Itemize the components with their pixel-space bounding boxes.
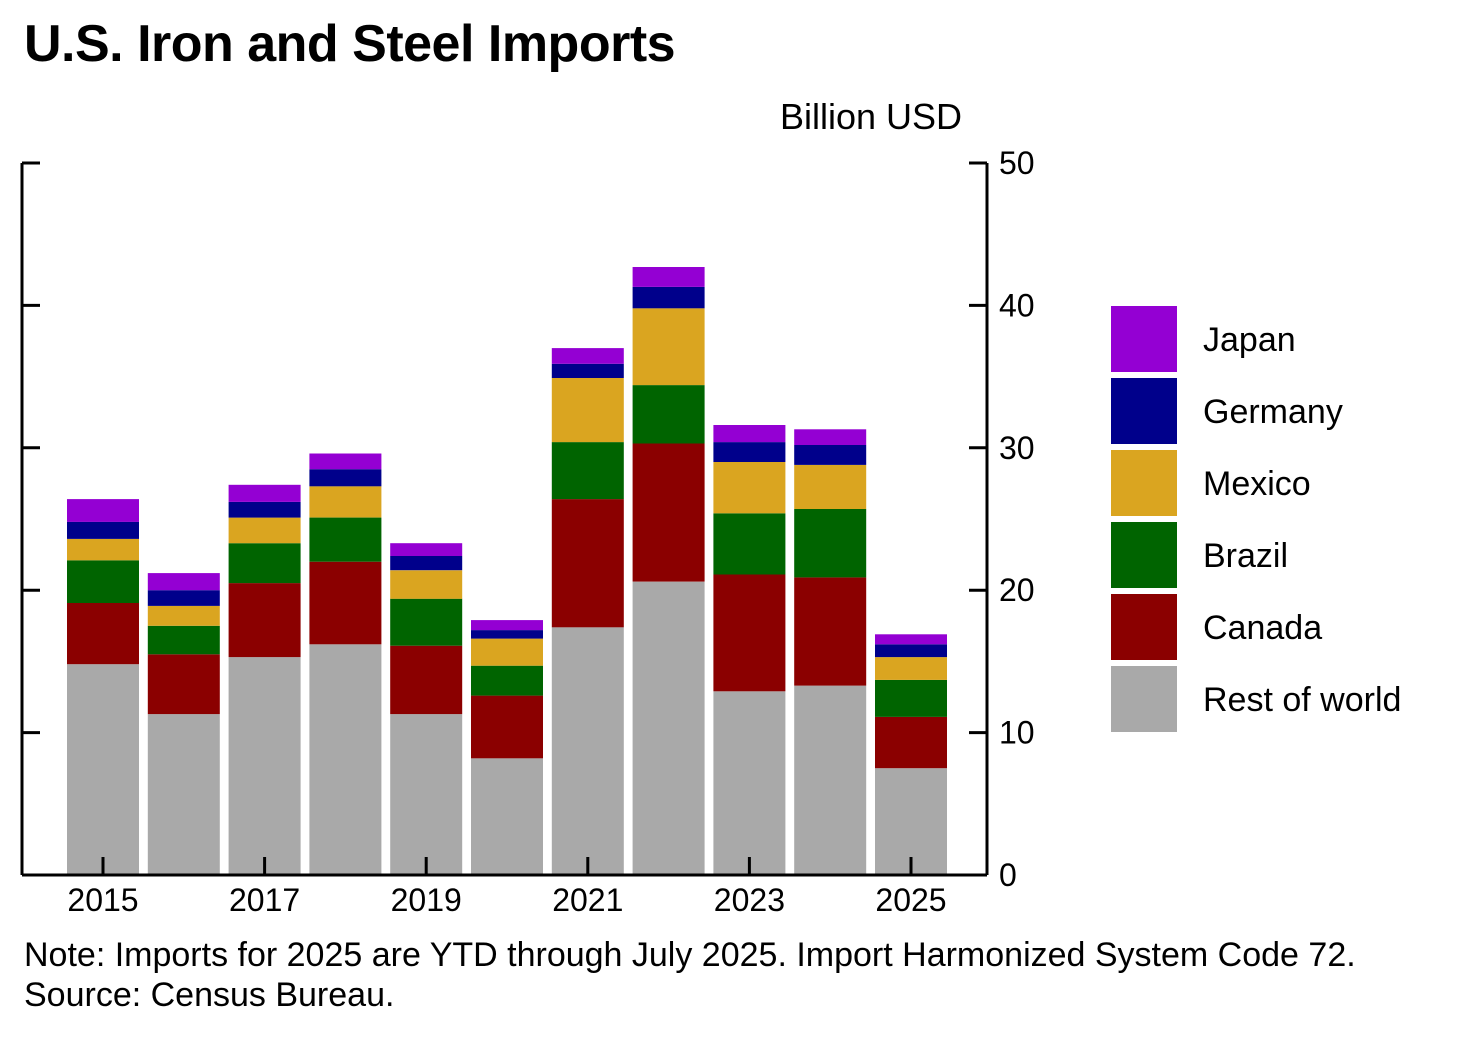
bar-segment-germany-2024	[794, 445, 867, 465]
bar-segment-germany-2017	[228, 501, 301, 518]
legend-swatch-canada	[1111, 594, 1177, 660]
bar-segment-japan-2015	[67, 499, 139, 522]
bar-segment-mexico-2016	[147, 605, 220, 626]
bar-segment-mexico-2022	[632, 308, 705, 386]
bar-segment-rest-of-world-2015	[67, 664, 139, 875]
bar-segment-germany-2021	[551, 363, 624, 378]
bar-segment-mexico-2025	[875, 657, 947, 680]
bar-segment-canada-2015	[67, 603, 139, 665]
bar-segment-brazil-2016	[147, 625, 220, 655]
y-tick-label-30: 30	[999, 430, 1035, 466]
bar-segment-germany-2018	[309, 469, 382, 487]
bar-segment-canada-2017	[228, 583, 301, 658]
legend-swatch-rest-of-world	[1111, 666, 1177, 732]
bar-segment-canada-2023	[713, 574, 786, 692]
bar-segment-brazil-2017	[228, 543, 301, 584]
bar-segment-rest-of-world-2019	[390, 714, 463, 875]
bar-segment-rest-of-world-2021	[551, 627, 624, 875]
bar-segment-mexico-2021	[551, 378, 624, 443]
y-tick-label-50: 50	[999, 145, 1035, 181]
bar-segment-japan-2023	[713, 425, 786, 443]
bar-segment-brazil-2015	[67, 560, 139, 603]
bar-segment-brazil-2021	[551, 442, 624, 500]
bar-segment-rest-of-world-2018	[309, 644, 382, 875]
axes-layer: 0 10 20 30 40 50 2015 2017 2019 2021 2023 2025	[20, 145, 1035, 918]
bar-segment-canada-2018	[309, 561, 382, 645]
legend-label-japan: Japan	[1203, 321, 1296, 359]
bar-segment-rest-of-world-2022	[632, 581, 705, 875]
y-tick-label-0: 0	[999, 857, 1017, 893]
bars-layer	[67, 267, 947, 875]
bar-segment-brazil-2019	[390, 598, 463, 646]
y-tick-label-20: 20	[999, 572, 1035, 608]
x-tick-label-2021: 2021	[552, 882, 623, 918]
bar-segment-mexico-2019	[390, 570, 463, 599]
x-tick-label-2019: 2019	[391, 882, 462, 918]
bar-segment-japan-2021	[551, 348, 624, 364]
legend-swatch-mexico	[1111, 450, 1177, 516]
legend: Japan Germany Mexico Brazil Canada Rest of wo…	[1111, 306, 1401, 732]
legend-swatch-brazil	[1111, 522, 1177, 588]
bar-segment-japan-2019	[390, 543, 463, 556]
bar-segment-canada-2016	[147, 654, 220, 715]
bar-segment-canada-2024	[794, 577, 867, 686]
x-tick-label-2023: 2023	[714, 882, 785, 918]
x-tick-label-2015: 2015	[67, 882, 138, 918]
bar-segment-mexico-2015	[67, 538, 139, 561]
bar-segment-canada-2019	[390, 645, 463, 715]
bar-segment-japan-2020	[471, 620, 543, 631]
bar-segment-germany-2023	[713, 442, 786, 462]
y-axis-unit-label: Billion USD	[780, 96, 963, 137]
bar-segment-canada-2020	[471, 695, 543, 759]
bar-segment-germany-2016	[147, 590, 220, 606]
bar-segment-brazil-2024	[794, 509, 867, 578]
bar-segment-rest-of-world-2016	[147, 714, 220, 875]
bar-segment-rest-of-world-2023	[713, 691, 786, 875]
legend-swatch-germany	[1111, 378, 1177, 444]
bar-segment-rest-of-world-2024	[794, 685, 867, 875]
bar-segment-rest-of-world-2020	[471, 758, 543, 875]
bar-segment-japan-2025	[875, 634, 947, 645]
bar-segment-brazil-2023	[713, 513, 786, 575]
bar-segment-mexico-2023	[713, 462, 786, 514]
bar-segment-germany-2020	[471, 630, 543, 639]
bar-segment-canada-2025	[875, 716, 947, 769]
bar-segment-brazil-2025	[875, 679, 947, 717]
stacked-bar-chart: 0 10 20 30 40 50 2015 2017 2019 2021 2023 2025 Japa…	[20, 145, 1401, 918]
legend-swatch-japan	[1111, 306, 1177, 372]
bar-segment-germany-2015	[67, 521, 139, 539]
bar-segment-japan-2024	[794, 429, 867, 445]
bar-segment-japan-2016	[147, 573, 220, 591]
bar-segment-japan-2022	[632, 267, 705, 287]
bar-segment-mexico-2017	[228, 517, 301, 544]
bar-segment-germany-2025	[875, 644, 947, 658]
chart-source: Source: Census Bureau.	[24, 976, 395, 1014]
bar-segment-brazil-2020	[471, 665, 543, 696]
bar-segment-germany-2022	[632, 286, 705, 309]
bar-segment-brazil-2018	[309, 517, 382, 562]
bar-segment-rest-of-world-2017	[228, 657, 301, 875]
chart-title: U.S. Iron and Steel Imports	[24, 15, 676, 73]
bar-segment-japan-2018	[309, 453, 382, 470]
y-tick-label-40: 40	[999, 287, 1035, 323]
bar-segment-brazil-2022	[632, 385, 705, 444]
legend-label-rest-of-world: Rest of world	[1203, 681, 1401, 719]
legend-label-mexico: Mexico	[1203, 465, 1311, 503]
bar-segment-canada-2022	[632, 443, 705, 582]
x-tick-label-2025: 2025	[875, 882, 946, 918]
chart-note: Note: Imports for 2025 are YTD through J…	[24, 936, 1356, 974]
bar-segment-mexico-2024	[794, 464, 867, 509]
bar-segment-germany-2019	[390, 556, 463, 571]
y-tick-label-10: 10	[999, 715, 1035, 751]
bar-segment-canada-2021	[551, 499, 624, 628]
legend-label-brazil: Brazil	[1203, 537, 1288, 575]
x-tick-label-2017: 2017	[229, 882, 300, 918]
legend-label-germany: Germany	[1203, 393, 1343, 431]
bar-segment-mexico-2018	[309, 486, 382, 518]
bar-segment-mexico-2020	[471, 638, 543, 666]
legend-label-canada: Canada	[1203, 609, 1322, 647]
bar-segment-japan-2017	[228, 484, 301, 502]
